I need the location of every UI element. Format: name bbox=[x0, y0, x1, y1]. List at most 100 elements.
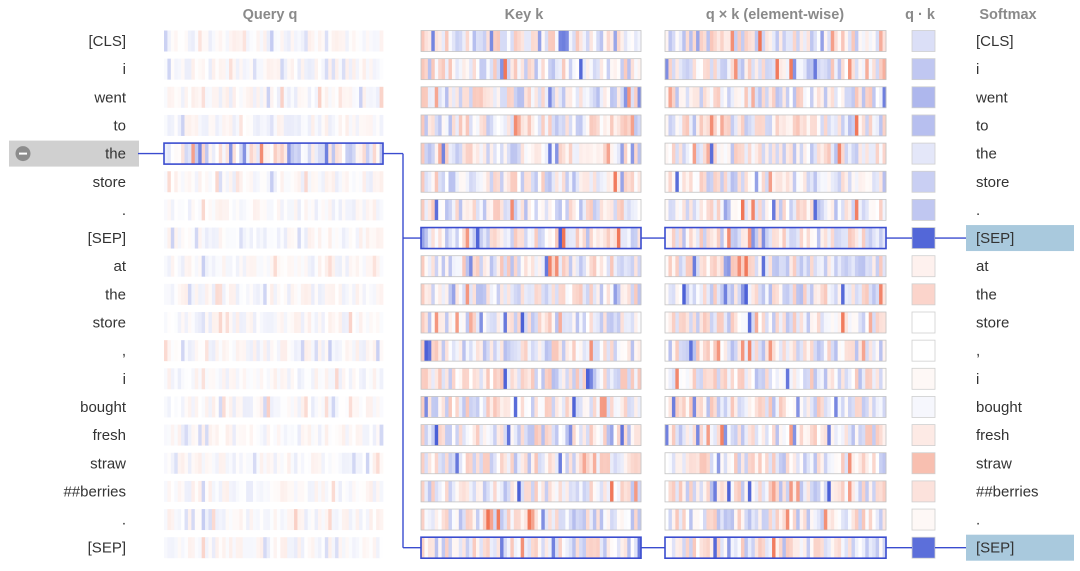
left-token[interactable]: , bbox=[122, 343, 126, 360]
softmax-token[interactable]: the bbox=[976, 286, 997, 303]
vector-cell bbox=[823, 537, 828, 559]
softmax-token[interactable]: [SEP] bbox=[976, 540, 1014, 557]
vector-cell bbox=[266, 227, 271, 249]
vector-cell bbox=[321, 114, 326, 136]
key-box[interactable] bbox=[420, 114, 642, 137]
key-box[interactable] bbox=[420, 283, 642, 306]
softmax-token[interactable]: i bbox=[976, 61, 979, 78]
key-box[interactable] bbox=[420, 424, 642, 447]
softmax-token[interactable]: straw bbox=[976, 455, 1012, 472]
key-box[interactable] bbox=[420, 58, 642, 81]
vector-cell bbox=[844, 58, 849, 80]
key-box[interactable] bbox=[420, 339, 642, 362]
left-token[interactable]: the bbox=[105, 146, 126, 163]
vector-cell bbox=[575, 86, 580, 108]
left-token[interactable]: store bbox=[93, 174, 126, 191]
vector-cell bbox=[778, 255, 783, 277]
vector-cell bbox=[548, 312, 553, 333]
vector-cell bbox=[311, 396, 315, 418]
left-token[interactable]: [SEP] bbox=[88, 540, 126, 557]
left-token[interactable]: i bbox=[123, 61, 126, 78]
vector-cell bbox=[620, 340, 625, 362]
key-box[interactable] bbox=[420, 255, 642, 278]
vector-cell bbox=[174, 86, 179, 108]
key-box[interactable] bbox=[420, 452, 642, 475]
left-token[interactable]: went bbox=[93, 89, 127, 106]
vector-cell bbox=[280, 255, 285, 277]
vector-cell bbox=[362, 199, 367, 221]
key-box[interactable] bbox=[420, 170, 642, 193]
vector-cell bbox=[782, 480, 787, 502]
vector-cell bbox=[493, 30, 498, 52]
left-token[interactable]: [SEP] bbox=[88, 230, 126, 247]
vector-cell bbox=[582, 227, 587, 249]
vector-cell bbox=[844, 509, 849, 531]
vector-cell bbox=[239, 480, 244, 502]
vector-cell bbox=[706, 255, 711, 277]
key-box[interactable] bbox=[420, 142, 642, 165]
key-box[interactable] bbox=[420, 198, 642, 221]
vector-cell bbox=[765, 312, 769, 333]
softmax-token[interactable]: [SEP] bbox=[976, 230, 1014, 247]
vector-cell bbox=[290, 424, 295, 446]
minus-circle-icon[interactable] bbox=[15, 146, 31, 162]
left-token[interactable]: bought bbox=[80, 399, 127, 416]
key-box[interactable] bbox=[420, 86, 642, 109]
vector-cell bbox=[290, 30, 295, 52]
vector-cell bbox=[520, 30, 525, 52]
softmax-token[interactable]: to bbox=[976, 117, 989, 134]
vector-cell bbox=[365, 199, 370, 221]
left-token[interactable]: . bbox=[122, 512, 126, 529]
vector-stripe bbox=[164, 396, 384, 418]
vector-cell bbox=[785, 227, 790, 249]
vector-cell bbox=[806, 171, 811, 193]
softmax-token[interactable]: the bbox=[976, 146, 997, 163]
vector-cell bbox=[668, 143, 673, 165]
left-token[interactable]: [CLS] bbox=[88, 33, 126, 50]
vector-cell bbox=[706, 537, 711, 559]
vector-cell bbox=[851, 255, 856, 277]
vector-cell bbox=[458, 114, 463, 136]
vector-cell bbox=[314, 283, 319, 305]
softmax-token[interactable]: ##berries bbox=[976, 483, 1039, 500]
vector-cell bbox=[758, 86, 763, 108]
vector-cell bbox=[365, 480, 370, 502]
key-box[interactable] bbox=[420, 508, 642, 531]
vector-cell bbox=[671, 452, 676, 474]
softmax-token[interactable]: at bbox=[976, 258, 989, 275]
softmax-token[interactable]: i bbox=[976, 371, 979, 388]
vector-cell bbox=[534, 509, 539, 531]
key-box[interactable] bbox=[420, 30, 642, 52]
softmax-token[interactable]: bought bbox=[976, 399, 1023, 416]
left-token[interactable]: i bbox=[123, 371, 126, 388]
key-box[interactable] bbox=[420, 367, 642, 390]
softmax-token[interactable]: , bbox=[976, 343, 980, 360]
left-token[interactable]: . bbox=[122, 202, 126, 219]
softmax-token[interactable]: store bbox=[976, 315, 1009, 332]
left-token[interactable]: store bbox=[93, 315, 126, 332]
softmax-token[interactable]: fresh bbox=[976, 427, 1009, 444]
vector-cell bbox=[616, 312, 621, 333]
softmax-token[interactable]: store bbox=[976, 174, 1009, 191]
vector-cell bbox=[379, 396, 384, 418]
left-token[interactable]: straw bbox=[90, 455, 126, 472]
vector-cell bbox=[438, 312, 443, 333]
key-box[interactable] bbox=[420, 396, 642, 418]
vector-cell bbox=[720, 340, 725, 362]
vector-cell bbox=[489, 227, 494, 249]
left-token[interactable]: to bbox=[113, 117, 126, 134]
vector-cell bbox=[211, 255, 216, 277]
softmax-token[interactable]: went bbox=[975, 89, 1009, 106]
key-box[interactable] bbox=[420, 311, 642, 334]
softmax-token[interactable]: [CLS] bbox=[976, 33, 1014, 50]
softmax-token[interactable]: . bbox=[976, 202, 980, 219]
left-token[interactable]: fresh bbox=[93, 427, 126, 444]
softmax-token[interactable]: . bbox=[976, 512, 980, 529]
left-token[interactable]: the bbox=[105, 286, 126, 303]
left-token[interactable]: ##berries bbox=[63, 483, 126, 500]
vector-cell bbox=[294, 283, 298, 305]
left-token[interactable]: at bbox=[113, 258, 126, 275]
vector-cell bbox=[294, 480, 298, 502]
vector-cell bbox=[671, 30, 676, 52]
key-box[interactable] bbox=[420, 480, 642, 503]
